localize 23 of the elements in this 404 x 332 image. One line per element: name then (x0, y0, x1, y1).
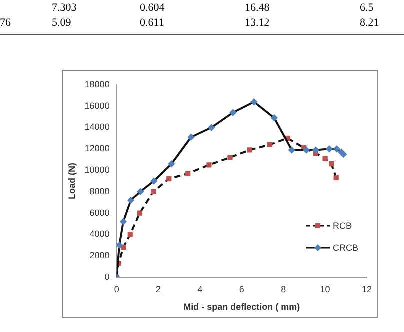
y-tick-label: 10000 (84, 164, 110, 175)
y-tick-label: 18000 (84, 79, 110, 90)
y-tick-label: 14000 (84, 122, 110, 132)
text: 7.303 0.604 16.48 6.5 (52, 2, 374, 14)
y-tick-label: 4000 (90, 229, 110, 240)
x-tick-label: 8 (281, 284, 286, 294)
x-tick-label: 0 (114, 284, 120, 294)
y-tick-label: 12000 (84, 144, 110, 154)
y-tick-label: 6000 (90, 208, 110, 218)
x-axis-title: Mid - span deflection ( mm) (184, 302, 300, 312)
legend-label: RCB (333, 221, 352, 232)
y-tick-label: 0 (104, 272, 110, 282)
x-tick-label: 10 (320, 284, 330, 294)
y-tick-label: 2000 (90, 250, 110, 261)
x-tick-label: 4 (198, 284, 203, 294)
y-axis-title: Load (N) (66, 162, 77, 200)
legend-label: CRCB (333, 243, 359, 254)
y-tick-label: 8000 (90, 186, 110, 196)
x-tick-label: 2 (156, 284, 162, 294)
x-tick-label: 12 (362, 284, 372, 294)
text: 76 5.09 0.611 13.12 8.21 (0, 17, 380, 29)
y-tick-label: 16000 (84, 100, 110, 111)
x-tick-label: 6 (239, 284, 244, 294)
